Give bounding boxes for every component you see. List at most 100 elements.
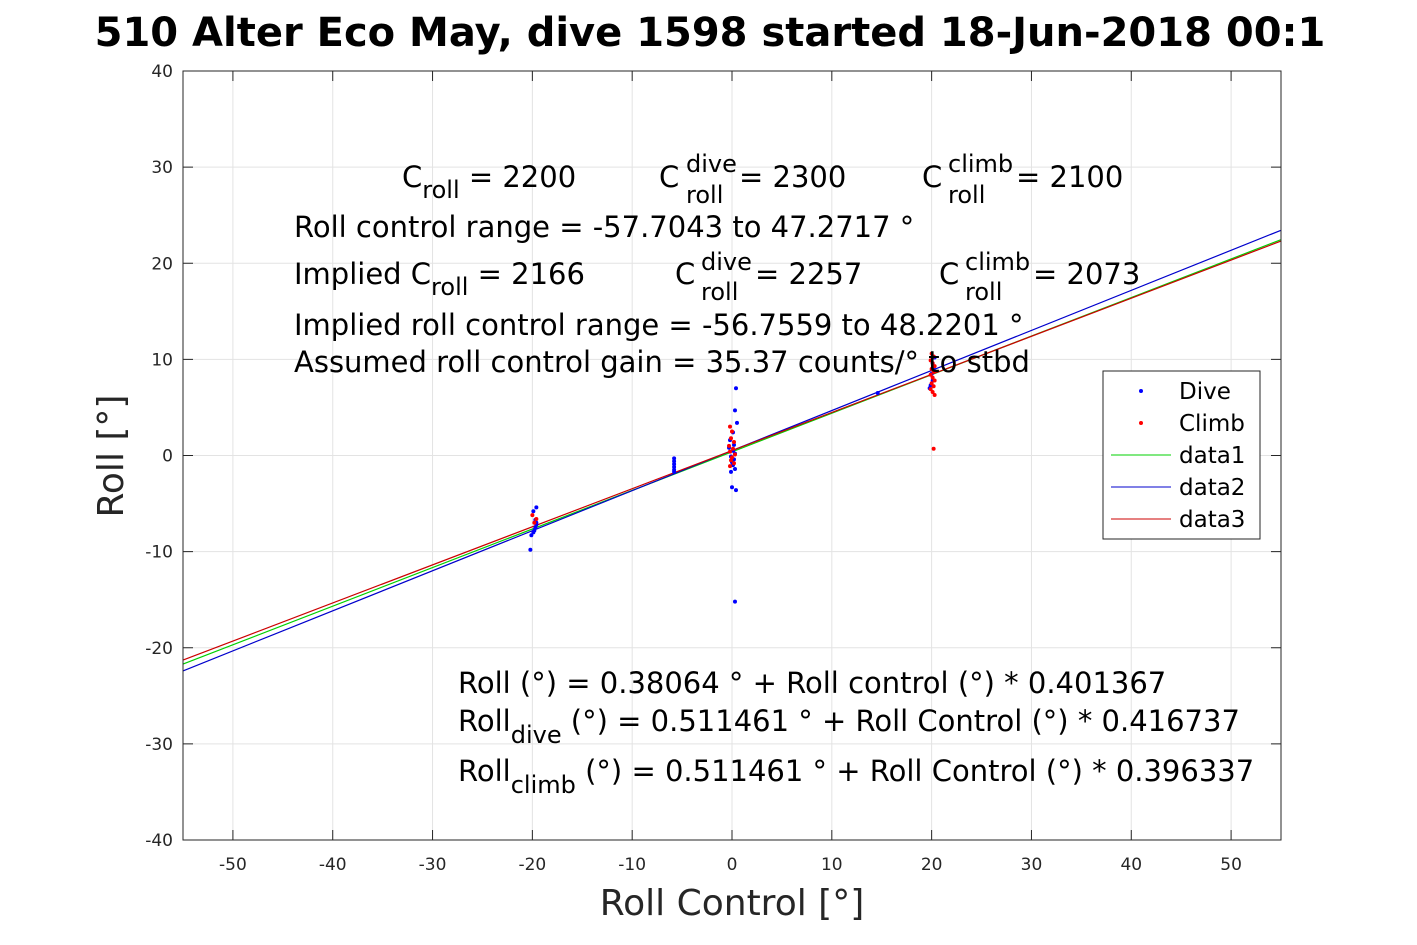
annotation-implied-climb-value: = 2073	[1033, 257, 1140, 291]
point-climb	[729, 436, 734, 441]
annotation-fit-climb: Rollclimb (°) = 0.511461 ° + Roll Contro…	[458, 754, 1254, 799]
annotation-c-climb-value: = 2100	[1016, 160, 1123, 194]
implied-c-value: = 2166	[468, 257, 585, 291]
fit-dive-main: Roll	[458, 704, 511, 738]
point-climb	[929, 351, 934, 356]
implied-c-prefix: Implied C	[294, 257, 431, 291]
point-climb	[530, 513, 535, 518]
point-climb	[930, 361, 935, 366]
point-climb	[928, 372, 933, 377]
x-axis-label: Roll Control [°]	[600, 883, 865, 924]
legend-marker-dive	[1139, 389, 1143, 393]
point-climb	[534, 516, 539, 521]
y-tick-label: 10	[151, 350, 173, 370]
point-dive	[875, 391, 880, 396]
fit-climb-sub: climb	[511, 771, 576, 799]
point-dive	[731, 442, 736, 447]
point-climb	[732, 452, 737, 457]
point-climb	[730, 446, 735, 451]
legend-label-data3: data3	[1179, 507, 1245, 533]
c-roll-sub: roll	[422, 176, 459, 204]
legend: Dive Climb data1 data2 data3	[1102, 370, 1261, 540]
point-climb	[730, 429, 734, 434]
c-roll-value: = 2200	[460, 160, 577, 194]
legend-label-dive: Dive	[1179, 379, 1231, 405]
annotation-implied-c: Implied Croll = 2166	[294, 257, 585, 301]
annotation-implied-dive-value: = 2257	[755, 257, 862, 291]
annotation-implied-range: Implied roll control range = -56.7559 to…	[294, 308, 1024, 342]
y-tick-label: 40	[151, 62, 173, 82]
tick-labels: -50 -40 -30 -20 -10 0 10 20 30 40 50 -40 -30 -20 -10 0 1…	[145, 62, 1242, 875]
chart-title: 510 Alter Eco May, dive 1598 started 18-…	[95, 10, 1326, 56]
point-dive	[531, 509, 536, 514]
data-points	[528, 351, 937, 604]
point-climb	[929, 381, 934, 386]
point-climb	[931, 384, 936, 389]
point-climb	[929, 366, 934, 371]
point-climb	[931, 354, 936, 359]
point-dive	[672, 459, 677, 464]
point-climb	[729, 458, 734, 463]
point-dive	[672, 462, 677, 467]
fit-climb-main: Roll	[458, 754, 511, 788]
legend-marker-climb	[1139, 421, 1143, 425]
annotation-c-dive-value: = 2300	[739, 160, 846, 194]
fit-dive-rest: (°) = 0.511461 ° + Roll Control (°) * 0.…	[562, 704, 1240, 738]
point-climb	[731, 461, 736, 466]
annotation-c-dive-sub: roll	[686, 181, 723, 209]
x-tick-label: 20	[921, 855, 943, 875]
annotation-c-climb-sup: climb	[948, 150, 1013, 178]
annotation-c-dive-sup: dive	[686, 150, 737, 178]
point-climb	[932, 392, 937, 397]
point-dive	[529, 533, 534, 538]
axis-ticks	[183, 70, 1281, 841]
y-tick-label: -10	[145, 543, 173, 563]
point-dive	[672, 465, 677, 470]
legend-label-climb: Climb	[1179, 411, 1245, 437]
x-tick-label: -10	[618, 855, 646, 875]
x-tick-label: -40	[319, 855, 347, 875]
annotation-implied-climb-sup: climb	[965, 248, 1030, 276]
annotation-gain: Assumed roll control gain = 35.37 counts…	[294, 345, 1030, 379]
point-climb	[931, 446, 936, 451]
point-climb	[532, 520, 537, 525]
legend-label-data2: data2	[1179, 475, 1245, 501]
point-climb	[731, 440, 736, 445]
point-climb	[928, 358, 933, 363]
c-dive-main: C	[659, 160, 679, 194]
point-dive	[672, 469, 677, 474]
point-dive	[732, 599, 737, 604]
annotation-c-climb: C	[922, 160, 942, 194]
annotation-implied-climb-sub: roll	[965, 278, 1002, 306]
x-tick-label: 40	[1120, 855, 1142, 875]
point-climb	[932, 378, 937, 383]
point-climb	[728, 449, 733, 454]
y-tick-label: 0	[162, 447, 173, 467]
point-dive	[730, 485, 734, 490]
legend-label-data1: data1	[1179, 443, 1245, 469]
x-tick-label: -20	[518, 855, 546, 875]
x-tick-label: 0	[727, 855, 738, 875]
point-dive	[732, 408, 737, 413]
point-dive	[733, 488, 738, 493]
y-tick-label: -40	[145, 831, 173, 851]
point-dive	[734, 420, 739, 425]
point-climb	[930, 390, 935, 395]
point-climb	[931, 369, 936, 374]
point-dive	[528, 547, 533, 552]
point-dive	[732, 466, 737, 471]
y-tick-label: 20	[151, 254, 173, 274]
annotation-c-climb-sub: roll	[948, 181, 985, 209]
annotation-fit: Roll (°) = 0.38064 ° + Roll control (°) …	[458, 666, 1166, 700]
x-tick-label: -50	[219, 855, 247, 875]
c-climb-main: C	[922, 160, 942, 194]
x-tick-label: 50	[1220, 855, 1242, 875]
annotation-implied-dive-sup: dive	[701, 248, 752, 276]
point-climb	[930, 375, 935, 380]
annotation-implied-dive: C	[675, 257, 695, 291]
implied-c-sub: roll	[431, 273, 468, 301]
annotation-c-line: Croll = 2200	[402, 160, 576, 204]
x-tick-label: 30	[1021, 855, 1043, 875]
point-climb	[728, 464, 733, 469]
c-roll-main: C	[402, 160, 422, 194]
